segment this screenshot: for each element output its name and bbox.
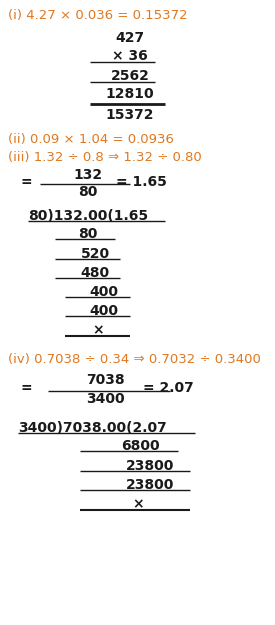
- Text: 2562: 2562: [111, 69, 149, 83]
- Text: =: =: [20, 381, 32, 395]
- Text: (i) 4.27 × 0.036 = 0.15372: (i) 4.27 × 0.036 = 0.15372: [8, 9, 188, 21]
- Text: 400: 400: [89, 304, 119, 318]
- Text: 7038: 7038: [86, 373, 124, 387]
- Text: ×: ×: [132, 497, 144, 511]
- Text: 480: 480: [80, 266, 109, 280]
- Text: ×: ×: [92, 323, 104, 337]
- Text: 427: 427: [116, 31, 145, 45]
- Text: = 1.65: = 1.65: [116, 175, 167, 189]
- Text: (ii) 0.09 × 1.04 = 0.0936: (ii) 0.09 × 1.04 = 0.0936: [8, 132, 174, 146]
- Text: (iii) 1.32 ÷ 0.8 ⇒ 1.32 ÷ 0.80: (iii) 1.32 ÷ 0.8 ⇒ 1.32 ÷ 0.80: [8, 151, 202, 164]
- Text: 3400: 3400: [86, 392, 124, 406]
- Text: 23800: 23800: [126, 459, 174, 473]
- Text: 520: 520: [80, 247, 109, 261]
- Text: 80)132.00(1.65: 80)132.00(1.65: [28, 209, 148, 223]
- Text: × 36: × 36: [112, 49, 148, 63]
- Text: 12810: 12810: [106, 87, 154, 101]
- Text: 3400)7038.00(2.07: 3400)7038.00(2.07: [18, 421, 167, 435]
- Text: 80: 80: [78, 227, 98, 241]
- Text: 6800: 6800: [121, 439, 159, 453]
- Text: 132: 132: [73, 168, 103, 182]
- Text: (iv) 0.7038 ÷ 0.34 ⇒ 0.7032 ÷ 0.3400: (iv) 0.7038 ÷ 0.34 ⇒ 0.7032 ÷ 0.3400: [8, 354, 261, 366]
- Text: 15372: 15372: [106, 108, 154, 122]
- Text: = 2.07: = 2.07: [143, 381, 194, 395]
- Text: 400: 400: [89, 285, 119, 299]
- Text: 23800: 23800: [126, 478, 174, 492]
- Text: =: =: [20, 175, 32, 189]
- Text: 80: 80: [78, 185, 98, 199]
